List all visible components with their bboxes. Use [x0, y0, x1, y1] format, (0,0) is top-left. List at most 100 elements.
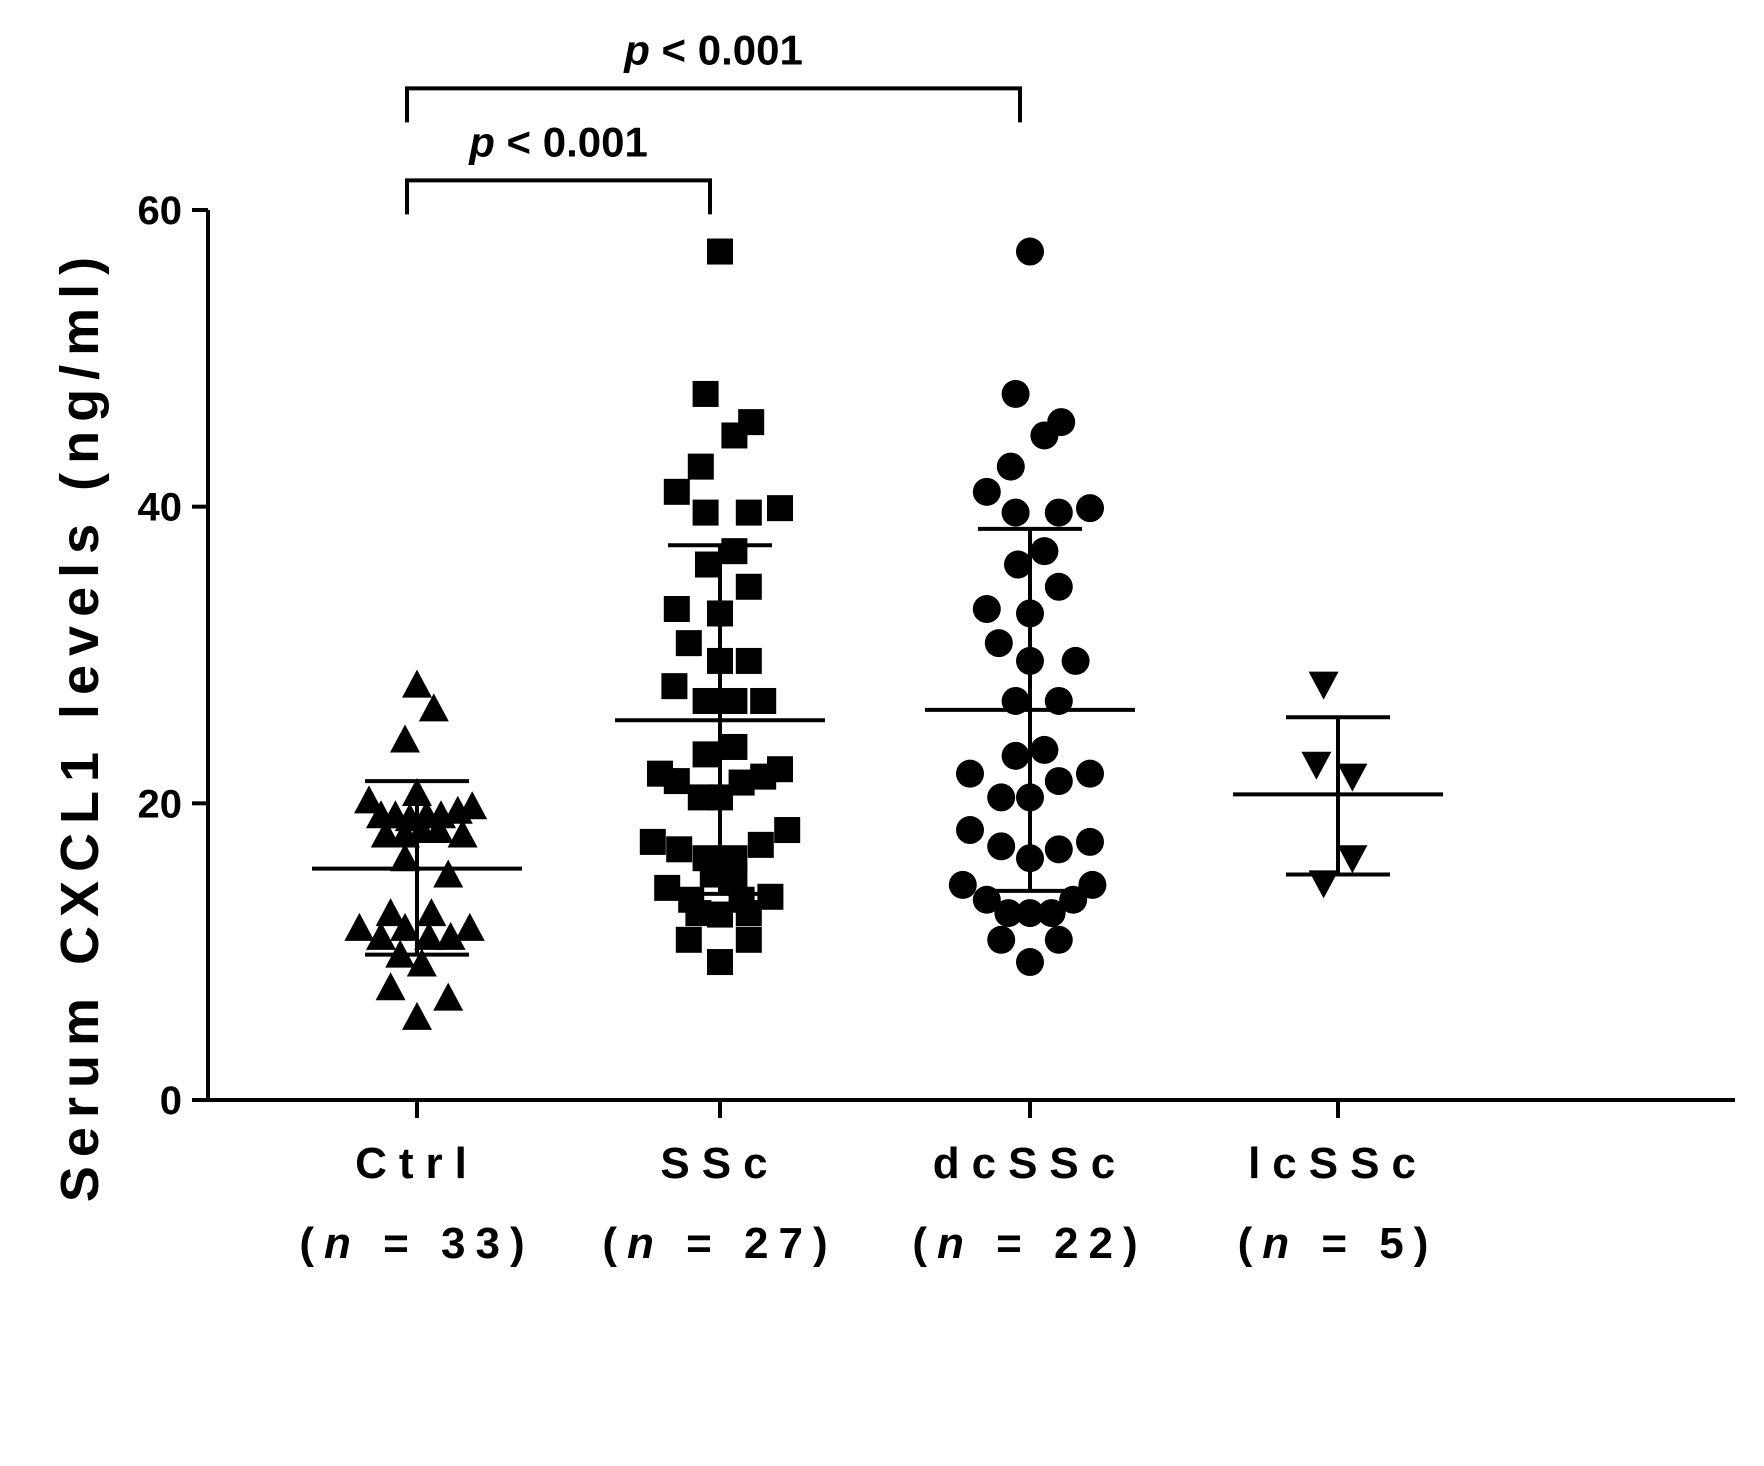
x-tick-label-dcssc: dcSSc — [933, 1139, 1128, 1188]
data-point — [721, 538, 748, 565]
x-tick-label-lcssc: lcSSc — [1248, 1139, 1428, 1188]
data-point — [996, 452, 1025, 481]
data-point — [1337, 845, 1368, 874]
data-point — [972, 595, 1001, 624]
data-point — [433, 859, 464, 888]
data-point — [654, 874, 681, 901]
data-point — [687, 453, 714, 480]
data-point — [390, 912, 420, 941]
data-point — [1078, 870, 1107, 899]
data-point — [987, 925, 1016, 954]
data-point — [435, 921, 466, 950]
data-point — [447, 819, 478, 848]
data-point — [370, 819, 401, 848]
data-point — [414, 921, 444, 950]
data-point — [375, 972, 406, 1001]
significance-label: p < 0.001 — [623, 26, 803, 73]
data-point — [1016, 237, 1044, 266]
y-tick-label: 0 — [160, 1079, 182, 1123]
data-point — [1030, 735, 1059, 764]
data-point — [402, 669, 432, 698]
data-point — [390, 724, 420, 753]
data-point — [994, 899, 1023, 928]
data-point — [735, 900, 762, 927]
error-bars — [312, 526, 1443, 957]
y-axis-label: Serum CXCL1 levels (ng/ml) — [50, 248, 110, 1202]
data-point — [406, 948, 437, 977]
significance-label: p < 0.001 — [468, 118, 648, 165]
data-point — [1044, 835, 1073, 864]
data-point — [692, 741, 719, 768]
data-point — [1076, 494, 1104, 523]
data-point — [987, 832, 1016, 861]
x-tick-label-ssc: SSc — [660, 1139, 779, 1188]
data-point — [375, 898, 406, 927]
data-point — [1044, 767, 1073, 796]
data-point — [1061, 646, 1090, 675]
data-point — [1308, 870, 1339, 899]
data-point — [661, 673, 688, 700]
data-point — [1037, 899, 1066, 928]
data-point — [987, 783, 1016, 812]
data-point — [1016, 899, 1044, 928]
data-point — [707, 238, 733, 265]
data-point — [1044, 498, 1073, 527]
data-point — [1001, 741, 1030, 770]
data-point — [1030, 421, 1059, 450]
data-point — [1044, 925, 1073, 954]
data-point — [1337, 763, 1368, 792]
data-point — [767, 495, 793, 522]
data-point — [433, 982, 464, 1011]
n-label-lcssc: (n = 5) — [1238, 1219, 1439, 1268]
data-point — [721, 422, 748, 449]
axis-labels: Serum CXCL1 levels (ng/ml) Ctrl (n = 33) SS… — [50, 248, 1439, 1268]
data-point — [692, 687, 719, 714]
significance-bracket — [405, 86, 1022, 123]
data-points — [344, 237, 1368, 1030]
data-point — [1308, 671, 1339, 700]
data-point — [735, 926, 762, 953]
x-tick-label-ctrl: Ctrl — [355, 1139, 479, 1188]
y-tick-label: 40 — [138, 486, 183, 530]
data-point — [675, 926, 702, 953]
data-point — [675, 630, 702, 657]
data-point — [454, 912, 485, 941]
data-point — [402, 1001, 432, 1030]
data-point — [774, 817, 801, 844]
data-point — [354, 785, 384, 814]
significance-bracket — [405, 178, 712, 215]
data-point — [366, 921, 396, 950]
data-point — [1044, 572, 1073, 601]
data-point — [735, 647, 762, 674]
data-point — [692, 499, 719, 526]
data-point — [984, 629, 1013, 658]
data-point — [707, 901, 733, 928]
data-point — [750, 687, 777, 714]
data-point — [735, 499, 762, 526]
data-point — [692, 380, 719, 407]
data-point — [663, 478, 690, 505]
y-tick-label: 60 — [138, 189, 183, 233]
data-point — [663, 768, 690, 795]
data-point — [416, 898, 447, 927]
data-point — [1076, 759, 1104, 788]
data-point — [956, 816, 984, 845]
n-label-dcssc: (n = 22) — [912, 1219, 1147, 1268]
data-point — [663, 596, 690, 623]
data-point — [721, 687, 748, 714]
significance-brackets: p < 0.001 p < 0.001 — [405, 26, 1022, 215]
y-tick-label: 20 — [138, 782, 183, 826]
axes: 0 20 40 60 — [138, 189, 1735, 1123]
data-point — [457, 791, 488, 820]
data-point — [1001, 498, 1030, 527]
data-point — [972, 477, 1001, 506]
data-point — [1016, 948, 1044, 977]
data-point — [747, 831, 774, 858]
data-point — [721, 733, 748, 760]
data-point — [956, 759, 984, 788]
data-point — [639, 828, 666, 855]
data-point — [423, 815, 454, 844]
data-point — [735, 573, 762, 600]
data-point — [695, 551, 721, 578]
